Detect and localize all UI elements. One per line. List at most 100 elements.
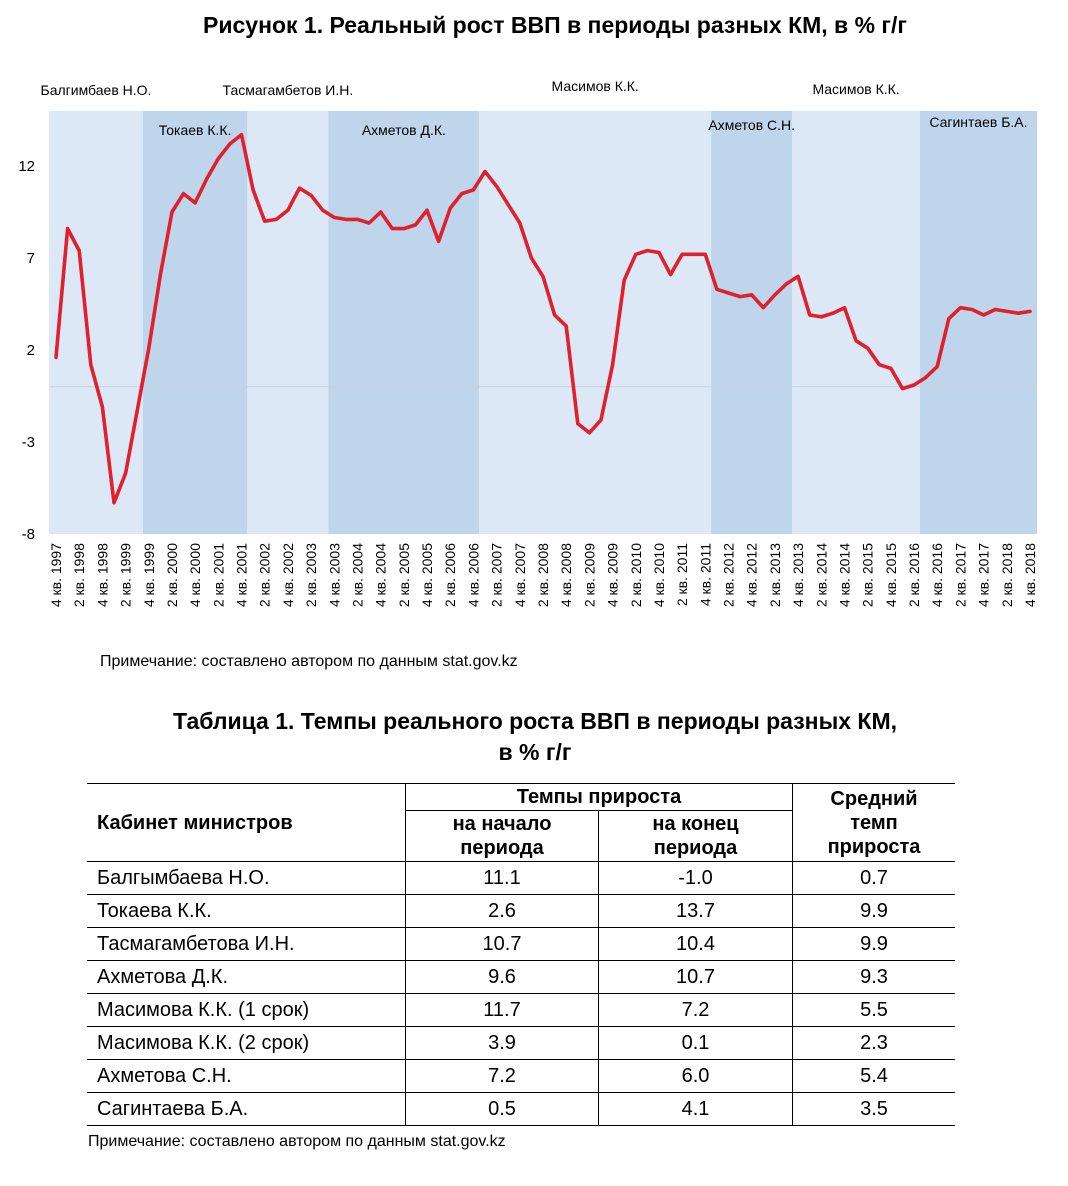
data-point [135, 409, 139, 413]
period-label: Масимов К.К. [552, 78, 639, 94]
data-point [564, 324, 568, 328]
data-point [414, 223, 417, 227]
data-point [518, 221, 522, 225]
data-point [344, 217, 348, 221]
data-point [715, 287, 719, 291]
row-cabinet: Масимова К.К. (2 срок) [87, 1026, 406, 1060]
row-start: 2.6 [405, 894, 599, 928]
data-point [634, 252, 638, 256]
header-end: на конец периода [598, 810, 793, 862]
x-tick-label: 4 кв. 2002 [280, 543, 296, 607]
header-average-line2: темп [850, 811, 898, 834]
row-cabinet: Ахметова Д.К. [87, 960, 406, 994]
header-start-line2: периода [460, 837, 544, 859]
data-point [332, 216, 336, 219]
data-point [100, 405, 104, 409]
gdp-growth-table: Кабинет министров Темпы прироста Средний… [87, 783, 955, 1126]
data-point [495, 184, 499, 188]
data-point [460, 192, 464, 196]
period-bands [49, 111, 1037, 534]
x-tick-label: 2 кв. 2012 [721, 543, 737, 607]
data-point [854, 339, 858, 343]
table-note: Примечание: составлено автором по данным… [88, 1133, 506, 1150]
data-point [912, 383, 916, 387]
x-tick-label: 4 кв. 1997 [48, 543, 64, 607]
table-row: Ахметова Д.К. 9.6 10.7 9.3 [87, 960, 955, 994]
data-point [367, 221, 371, 225]
x-tick-label: 4 кв. 2001 [234, 543, 250, 607]
row-start: 10.7 [405, 927, 599, 961]
x-tick-label: 4 кв. 2000 [187, 543, 203, 607]
header-growth-group: Темпы прироста [405, 783, 793, 811]
data-point [309, 194, 313, 197]
data-point [356, 217, 359, 221]
data-point [158, 273, 162, 276]
period-label: Токаев К.К. [159, 122, 232, 138]
data-point [901, 387, 904, 391]
x-tick-label: 2 кв. 2013 [767, 543, 783, 607]
row-average: 9.3 [792, 960, 955, 994]
table-row: Масимова К.К. (1 срок) 11.7 7.2 5.5 [87, 993, 955, 1027]
data-point [669, 273, 672, 276]
row-average: 9.9 [792, 894, 955, 928]
data-point [692, 252, 696, 256]
data-point [205, 177, 209, 181]
header-average: Средний темп прироста [792, 783, 955, 862]
data-point [611, 363, 614, 367]
x-tick-label: 2 кв. 2011 [674, 543, 690, 606]
x-tick-label: 4 кв. 2010 [651, 543, 667, 607]
data-point [993, 308, 997, 311]
data-point [112, 501, 116, 505]
row-average: 3.5 [792, 1092, 955, 1126]
row-cabinet: Токаева К.К. [87, 894, 406, 928]
data-point [866, 346, 870, 350]
x-tick-label: 4 кв. 2003 [326, 543, 342, 607]
row-average: 0.7 [792, 861, 955, 895]
table-title-line1: Таблица 1. Темпы реального роста ВВП в п… [172, 708, 897, 734]
period-band [328, 111, 480, 534]
header-start-line1: на начало [452, 813, 552, 835]
data-point [1028, 309, 1032, 313]
table-title: Таблица 1. Темпы реального роста ВВП в п… [0, 706, 1068, 768]
row-start: 7.2 [405, 1059, 599, 1093]
data-point [738, 295, 742, 299]
x-tick-label: 2 кв. 2006 [442, 543, 458, 607]
period-label: Ахметов С.Н. [708, 117, 795, 133]
row-end: 7.2 [598, 993, 793, 1027]
data-point [77, 249, 81, 253]
data-point [1017, 311, 1020, 315]
x-tick-label: 2 кв. 2000 [164, 543, 180, 607]
x-tick-label: 2 кв. 2015 [860, 543, 876, 607]
x-tick-label: 4 кв. 2012 [744, 543, 760, 607]
header-end-line1: на конец [652, 813, 739, 835]
row-cabinet: Масимова К.К. (1 срок) [87, 993, 406, 1027]
data-point [251, 188, 255, 192]
table-header-row: Кабинет министров Темпы прироста Средний… [87, 783, 955, 862]
data-point [819, 315, 823, 319]
data-point [750, 293, 754, 297]
x-tick-label: 4 кв. 2014 [836, 543, 852, 607]
data-point [379, 210, 383, 214]
figure-note: Примечание: составлено автором по данным… [100, 653, 518, 670]
data-point [390, 227, 394, 230]
series-layer [54, 132, 1032, 505]
data-point [587, 431, 591, 435]
x-tick-label: 2 кв. 2002 [257, 543, 273, 607]
period-band [247, 111, 329, 534]
data-point [182, 192, 185, 196]
row-average: 2.3 [792, 1026, 955, 1060]
data-point [808, 313, 812, 317]
data-point [947, 317, 951, 321]
row-end: 4.1 [598, 1092, 793, 1126]
x-tick-label: 2 кв. 2004 [349, 543, 365, 607]
period-labels: Балгимбаев Н.О. Токаев К.К. Тасмагамбетов … [41, 78, 1028, 138]
x-tick-label: 4 кв. 2006 [465, 543, 481, 607]
table-row: Токаева К.К. 2.6 13.7 9.9 [87, 894, 955, 928]
data-point [703, 252, 707, 256]
gdp-growth-chart: Балгимбаев Н.О. Токаев К.К. Тасмагамбетов … [18, 78, 1038, 607]
x-tick-label: 2 кв. 1998 [71, 543, 87, 607]
row-end: 6.0 [598, 1059, 793, 1093]
row-end: -1.0 [598, 861, 793, 895]
x-tick-label: 4 кв. 2017 [976, 543, 992, 607]
row-start: 9.6 [405, 960, 599, 994]
